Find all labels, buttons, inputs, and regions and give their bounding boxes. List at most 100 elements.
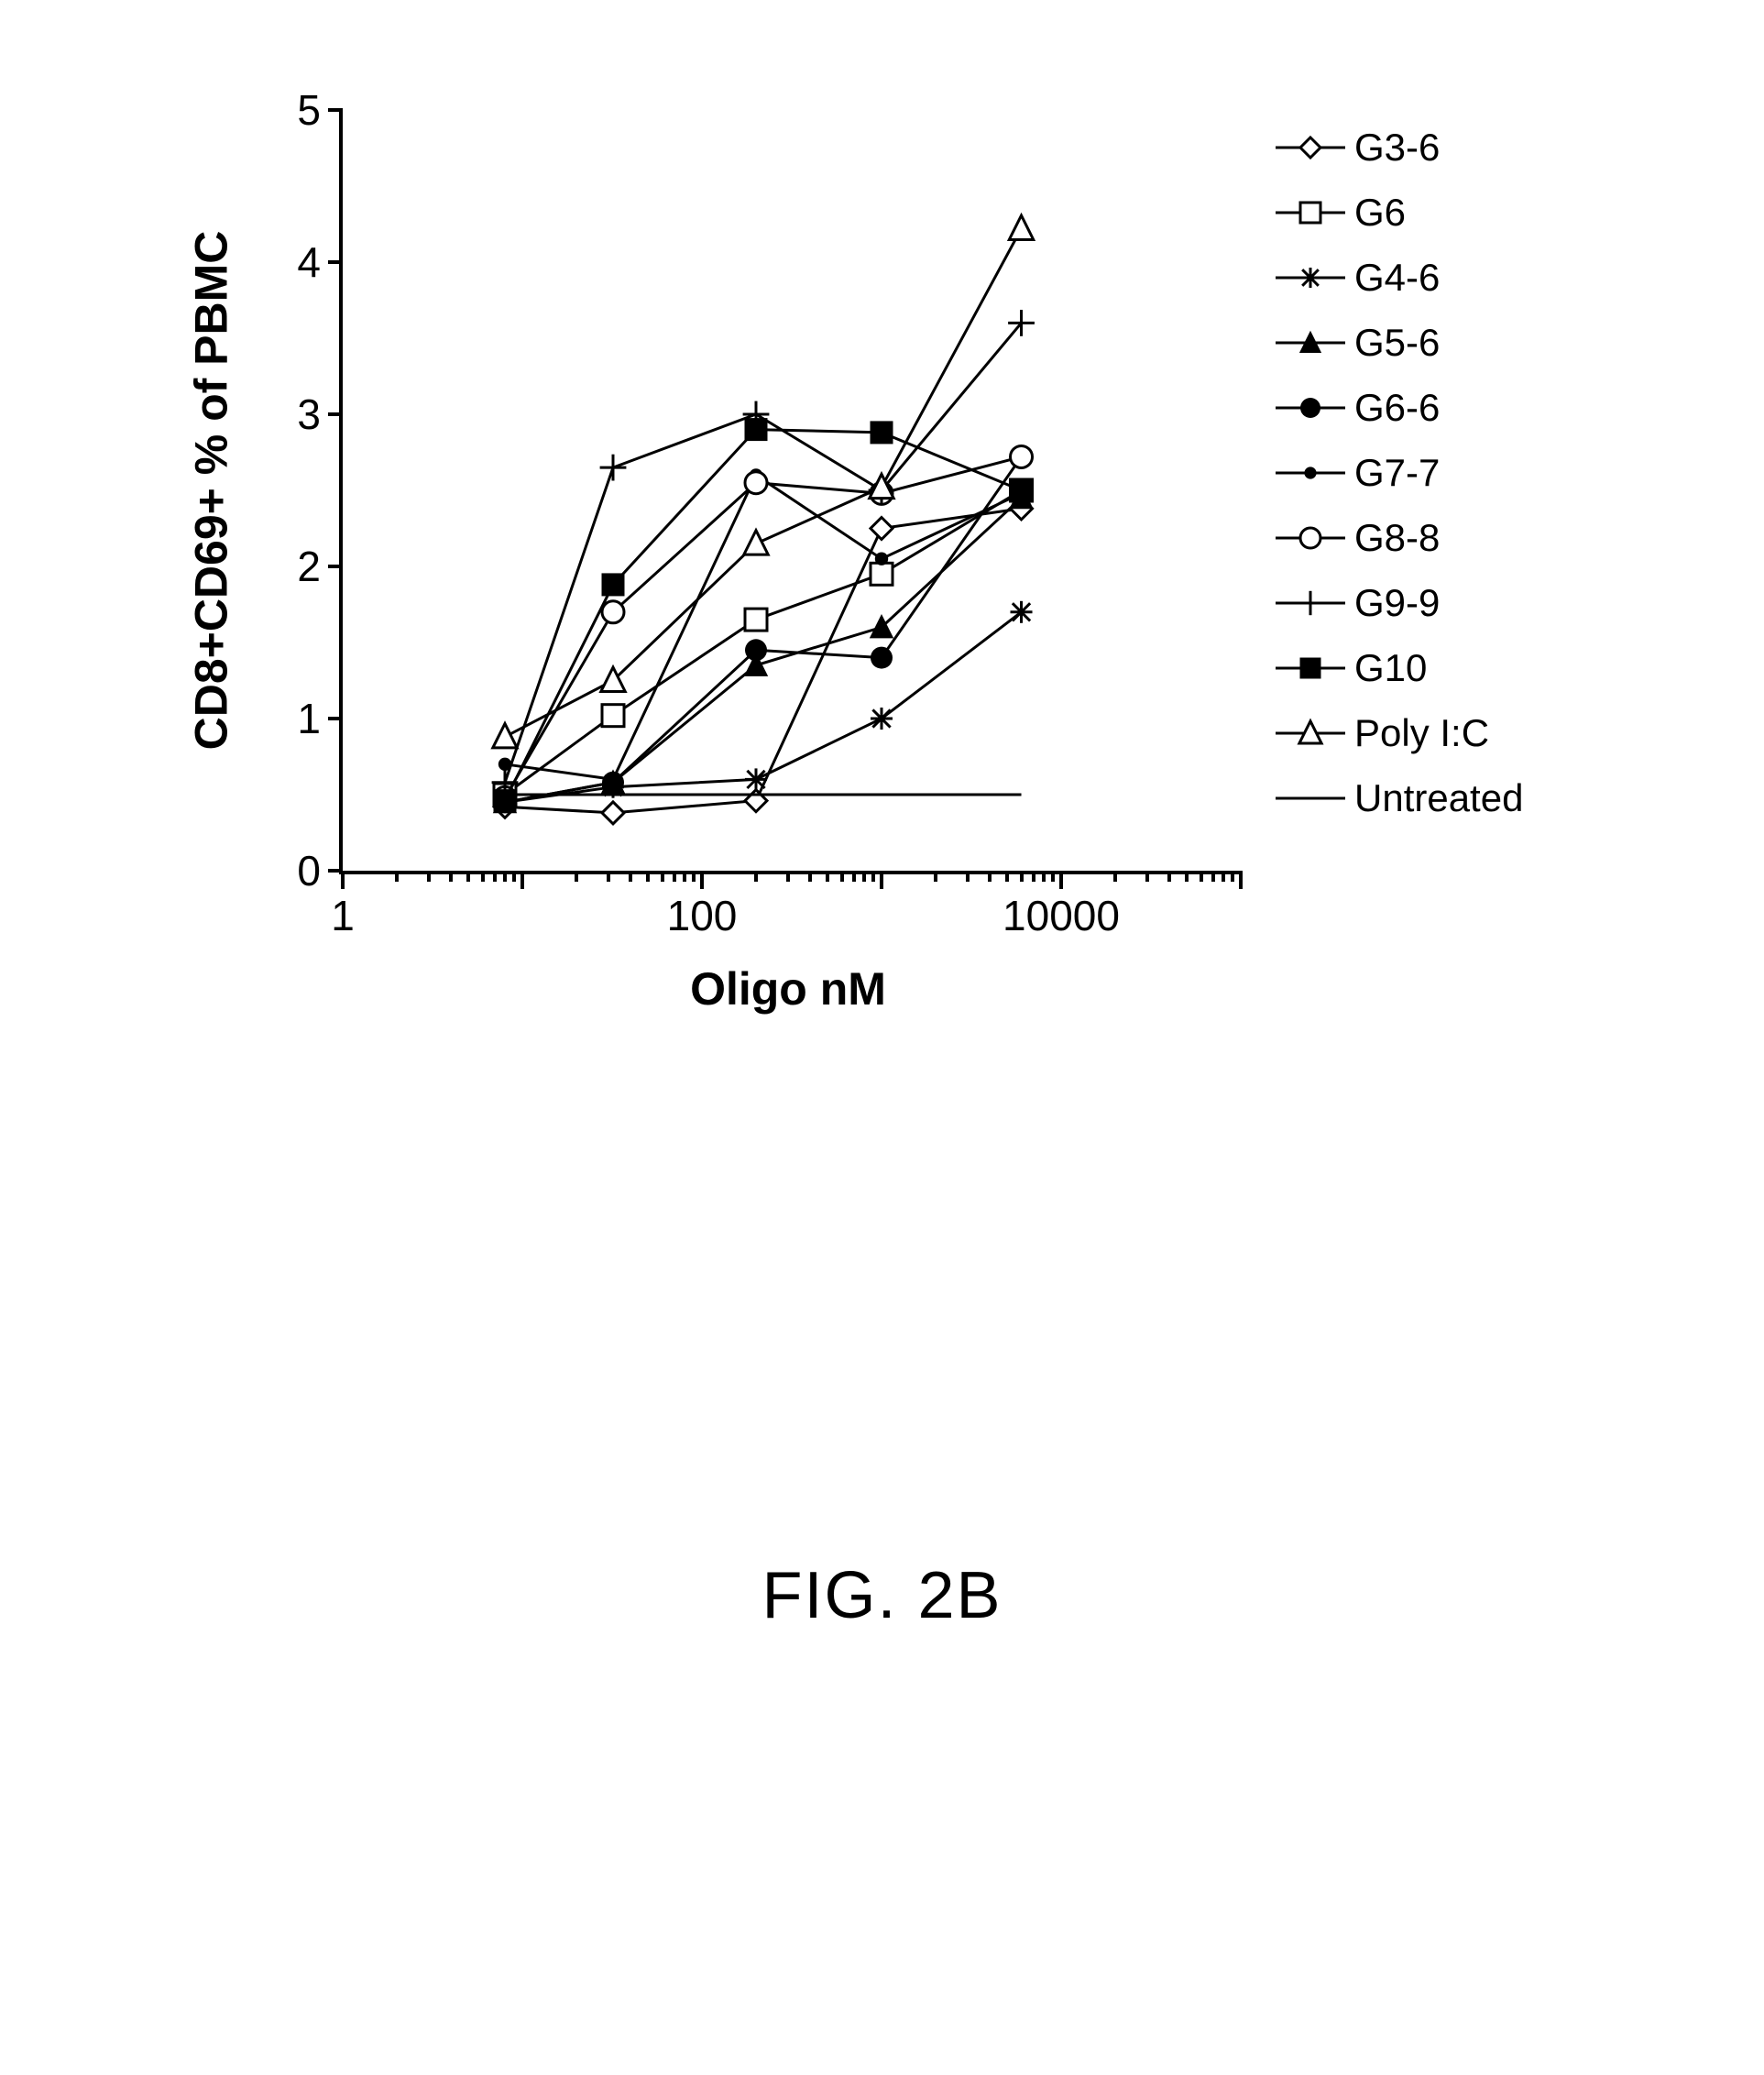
- x-tick-minor: [1020, 871, 1024, 882]
- x-tick-minor: [862, 871, 866, 882]
- y-axis-label-container: CD8+CD69+ % of PBMC: [183, 110, 238, 871]
- x-tick-minor: [512, 871, 516, 882]
- legend-swatch: [1274, 650, 1347, 686]
- x-tick-minor: [1200, 871, 1203, 882]
- x-tick-minor: [1145, 871, 1149, 882]
- series-marker: [871, 422, 893, 444]
- series-marker: [745, 790, 767, 812]
- legend-item: G3-6: [1274, 115, 1576, 180]
- y-tick-label: 3: [297, 390, 321, 439]
- legend-swatch: [1274, 129, 1347, 166]
- series-marker: [871, 563, 893, 585]
- x-tick-minor: [575, 871, 578, 882]
- legend-swatch: [1274, 390, 1347, 426]
- legend-label: Untreated: [1354, 776, 1523, 820]
- x-tick-label: 1: [331, 891, 355, 940]
- legend-swatch-icon: [1274, 194, 1347, 231]
- legend-item: Untreated: [1274, 765, 1576, 830]
- legend-swatch-icon: [1274, 259, 1347, 296]
- x-tick-minor: [427, 871, 431, 882]
- x-tick-minor: [646, 871, 650, 882]
- x-tick-minor: [673, 871, 676, 882]
- legend-item: Poly I:C: [1274, 700, 1576, 765]
- x-tick-minor: [1032, 871, 1035, 882]
- series-marker: [745, 768, 767, 790]
- x-tick-major: [341, 871, 345, 889]
- series-marker: [602, 705, 624, 727]
- legend-label: G8-8: [1354, 516, 1440, 560]
- x-tick-minor: [607, 871, 610, 882]
- legend-swatch: [1274, 324, 1347, 361]
- x-tick-major: [1059, 871, 1063, 889]
- legend-swatch-icon: [1274, 129, 1347, 166]
- x-tick-minor: [871, 871, 875, 882]
- x-tick-minor: [1113, 871, 1117, 882]
- legend: G3-6G6G4-6G5-6G6-6G7-7G8-8G9-9G10Poly I:…: [1274, 115, 1576, 830]
- series-marker: [602, 574, 624, 596]
- legend-item: G10: [1274, 635, 1576, 700]
- legend-label: G5-6: [1354, 321, 1440, 365]
- plot-area: 012345110010000: [339, 110, 1241, 874]
- x-tick-minor: [1005, 871, 1009, 882]
- legend-swatch-icon: [1274, 650, 1347, 686]
- legend-swatch-icon: [1274, 585, 1347, 621]
- y-tick: [328, 717, 343, 720]
- legend-swatch-icon: [1274, 780, 1347, 817]
- x-tick-minor: [934, 871, 937, 882]
- x-tick-major: [880, 871, 883, 889]
- legend-swatch: [1274, 715, 1347, 752]
- legend-item: G4-6: [1274, 245, 1576, 310]
- legend-swatch-icon: [1274, 520, 1347, 556]
- legend-swatch: [1274, 455, 1347, 491]
- series-marker: [602, 601, 624, 623]
- y-tick-label: 5: [297, 85, 321, 135]
- x-tick-minor: [661, 871, 664, 882]
- x-tick-minor: [683, 871, 686, 882]
- series-marker: [1011, 601, 1033, 623]
- y-tick: [328, 108, 343, 112]
- x-tick-minor: [840, 871, 844, 882]
- y-tick-label: 4: [297, 237, 321, 287]
- x-tick-label: 100: [667, 891, 738, 940]
- legend-label: G10: [1354, 646, 1427, 690]
- legend-item: G9-9: [1274, 570, 1576, 635]
- legend-swatch: [1274, 194, 1347, 231]
- x-tick-minor: [966, 871, 970, 882]
- legend-label: G6-6: [1354, 386, 1440, 430]
- legend-swatch: [1274, 780, 1347, 817]
- legend-swatch: [1274, 585, 1347, 621]
- series-marker: [1011, 445, 1033, 467]
- y-tick-label: 0: [297, 846, 321, 895]
- x-tick-minor: [1185, 871, 1189, 882]
- x-tick-minor: [395, 871, 399, 882]
- x-tick-minor: [988, 871, 992, 882]
- series-marker: [871, 647, 893, 669]
- series-marker: [745, 609, 767, 631]
- legend-swatch-icon: [1274, 455, 1347, 491]
- legend-label: G9-9: [1354, 581, 1440, 625]
- x-tick-minor: [629, 871, 632, 882]
- legend-label: G4-6: [1354, 256, 1440, 300]
- x-tick-minor: [786, 871, 790, 882]
- series-marker: [493, 724, 517, 748]
- legend-label: Poly I:C: [1354, 711, 1489, 755]
- x-tick-minor: [692, 871, 696, 882]
- page: CD8+CD69+ % of PBMC 012345110010000 Olig…: [0, 0, 1764, 2075]
- series-marker: [875, 553, 888, 565]
- x-tick-minor: [466, 871, 470, 882]
- y-tick: [328, 260, 343, 264]
- series-marker: [1009, 215, 1033, 239]
- legend-label: G6: [1354, 191, 1406, 235]
- x-tick-major: [1239, 871, 1243, 889]
- x-tick-minor: [1167, 871, 1171, 882]
- x-tick-major: [700, 871, 704, 889]
- chart-svg: [343, 110, 1241, 871]
- x-tick-minor: [1042, 871, 1046, 882]
- series-marker: [494, 790, 516, 812]
- x-tick-minor: [1222, 871, 1225, 882]
- legend-swatch: [1274, 259, 1347, 296]
- figure-caption: FIG. 2B: [0, 1558, 1764, 1633]
- legend-item: G6-6: [1274, 375, 1576, 440]
- x-tick-label: 10000: [1003, 891, 1120, 940]
- series-marker: [602, 802, 624, 824]
